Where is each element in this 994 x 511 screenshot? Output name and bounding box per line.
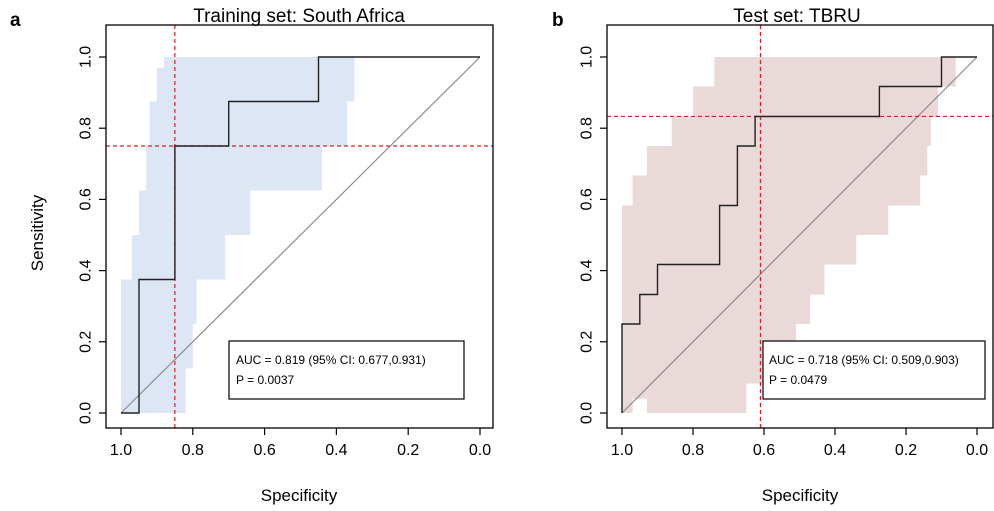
- panel-b-roc-curve: [621, 56, 977, 413]
- panel-b-title: Test set: TBRU: [733, 6, 861, 27]
- panel-a-auc-text: AUC = 0.819 (95% CI: 0.677,0.931): [236, 353, 426, 367]
- panel-a-p-text: P = 0.0037: [236, 373, 294, 387]
- panel-a-ytick-label: 1.0: [78, 46, 95, 68]
- panel-b-xtick-label: 0.6: [753, 442, 775, 459]
- panel-a-diagonal-line: [120, 56, 481, 414]
- panel-a-legend-box: [228, 340, 465, 400]
- panel-a-xlabel: Specificity: [260, 486, 338, 505]
- panel-b-letter: b: [552, 10, 564, 31]
- panel-a-xtick-label: 0.4: [325, 442, 347, 459]
- panel-b-ytick-label: 1.0: [579, 46, 596, 68]
- panel-a-ytick-label: 0.6: [78, 188, 95, 210]
- panel-a-ytick-label: 0.4: [78, 259, 95, 281]
- panel-a-plot-frame: [105, 24, 494, 429]
- panel-a-xtick-label: 0.6: [253, 442, 275, 459]
- panel-a-roc-curve: [121, 56, 480, 414]
- panel-a-ytick-label: 0.2: [78, 331, 95, 353]
- panel-a-xtick-label: 0.0: [469, 442, 491, 459]
- panel-a-ytick-label: 0.0: [78, 402, 95, 424]
- panel-b-xtick-label: 0.2: [895, 442, 917, 459]
- panel-b-xtick-label: 1.0: [611, 442, 633, 459]
- panel-b-ytick-label: 0.8: [579, 117, 596, 139]
- panel-b-xtick-label: 0.4: [824, 442, 846, 459]
- panel-b-ytick-label: 0.0: [579, 402, 596, 424]
- panel-a-title: Training set: South Africa: [193, 6, 405, 27]
- panel-a-ytick-label: 0.8: [78, 117, 95, 139]
- panel-a-xtick-label: 1.0: [110, 442, 132, 459]
- panel-a-xtick-label: 0.8: [182, 442, 204, 459]
- panel-b-ytick-label: 0.4: [579, 259, 596, 281]
- panel-b-p-text: P = 0.0479: [769, 373, 827, 387]
- panel-b-ytick-label: 0.2: [579, 331, 596, 353]
- panel-b-xtick-label: 0.8: [682, 442, 704, 459]
- panel-b-legend-box: [762, 340, 986, 400]
- panel-b-xtick-label: 0.0: [966, 442, 988, 459]
- panel-a-xtick-label: 0.2: [397, 442, 419, 459]
- panel-a-letter: a: [10, 10, 21, 31]
- panel-b-ytick-label: 0.6: [579, 188, 596, 210]
- panel-b-plot-frame: [606, 24, 994, 429]
- panel-b-xlabel: Specificity: [761, 486, 839, 505]
- panel-b-auc-text: AUC = 0.718 (95% CI: 0.509,0.903): [769, 353, 959, 367]
